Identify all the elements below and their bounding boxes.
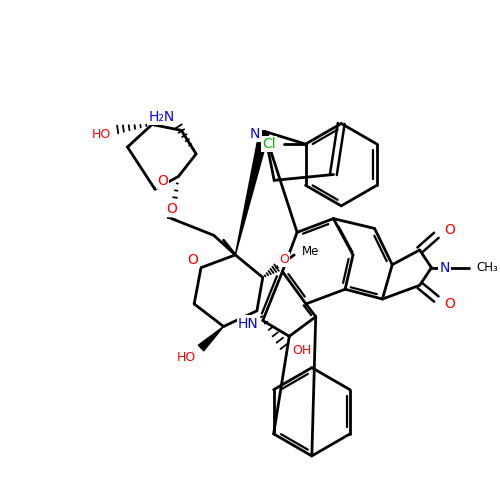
Text: Cl: Cl bbox=[262, 137, 276, 151]
Polygon shape bbox=[198, 326, 224, 351]
Text: N: N bbox=[250, 128, 260, 141]
Text: N: N bbox=[440, 260, 450, 274]
Text: Me: Me bbox=[302, 246, 320, 258]
Text: O: O bbox=[188, 253, 198, 267]
Text: HO: HO bbox=[177, 352, 196, 364]
Text: OH: OH bbox=[292, 344, 312, 358]
Text: HO: HO bbox=[92, 128, 111, 141]
Text: O: O bbox=[158, 174, 168, 188]
Text: O: O bbox=[166, 202, 177, 216]
Text: O: O bbox=[280, 254, 289, 266]
Text: O: O bbox=[444, 297, 455, 311]
Polygon shape bbox=[236, 130, 269, 255]
Text: O: O bbox=[444, 224, 455, 237]
Text: H₂N: H₂N bbox=[148, 110, 174, 124]
Text: HN: HN bbox=[238, 316, 259, 330]
Text: CH₃: CH₃ bbox=[476, 261, 498, 274]
